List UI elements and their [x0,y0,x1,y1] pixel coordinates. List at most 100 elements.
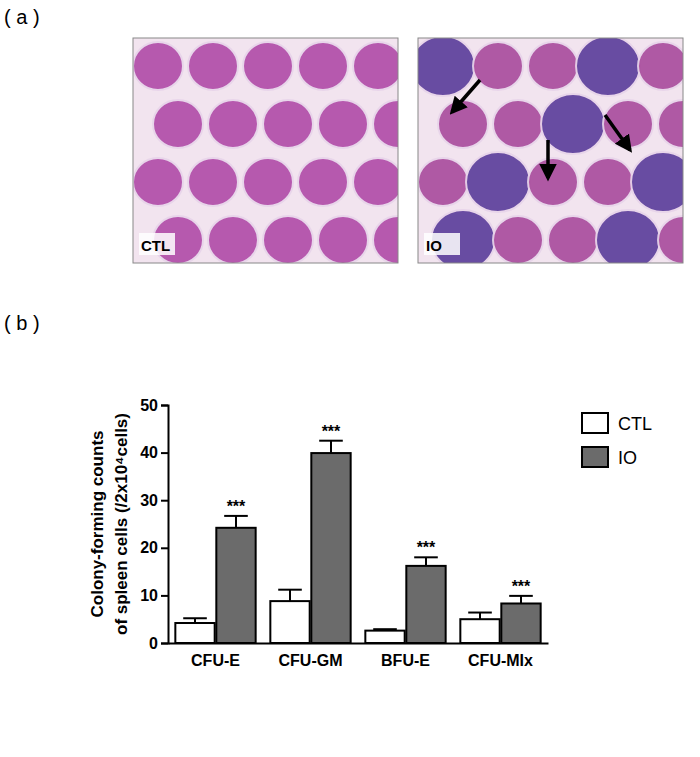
significance: *** [512,578,531,595]
y-tick: 30 [140,492,168,509]
error-bar-cap [509,595,533,597]
cell [353,42,398,90]
cell [466,152,530,212]
y-tick-mark [161,547,168,549]
figure: ( a )CTLIO( b )************01020304050CF… [0,0,700,757]
bar [311,453,350,643]
error-bar [319,441,343,453]
cell [473,42,523,90]
legend-label: IO [618,448,637,468]
cell [631,152,683,212]
cell [263,216,313,263]
y-tick-label: 50 [140,397,158,414]
micrograph-frame [133,38,398,263]
legend-item: IO [582,447,637,468]
micrograph [418,38,683,263]
error-bar-cap [468,612,492,614]
cell [493,216,543,263]
cell [528,158,578,206]
micrograph [133,38,398,263]
cell [298,42,348,90]
cell [638,42,683,90]
cell [353,158,398,206]
cell [208,100,258,148]
y-axis: 01020304050 [140,397,168,652]
error-bar-cap [278,589,302,591]
x-tick-label: CFU-E [191,652,240,669]
micrograph-label: IO [426,237,442,254]
micrograph-label-bg [139,233,175,255]
cell [658,100,683,148]
y-tick-label: 30 [140,492,158,509]
x-axis-line [169,643,549,645]
y-tick: 40 [140,444,168,461]
cell [153,100,203,148]
cell [493,100,543,148]
error-bar [468,613,492,620]
arrow [605,115,630,150]
cell [373,216,398,263]
legend-item: CTL [582,413,652,434]
error-bar-cap [183,617,207,619]
arrow [452,80,480,112]
cell [243,42,293,90]
error-bar [278,590,302,601]
y-tick: 10 [140,587,168,604]
legend-swatch [582,447,608,467]
bar [365,631,404,643]
cell [596,210,660,263]
cell [541,94,605,154]
significance: *** [322,423,341,440]
error-bar-cap [373,628,397,630]
y-tick-label: 10 [140,587,158,604]
micrograph-label: CTL [141,237,170,254]
bar [270,601,309,643]
significance: *** [227,498,246,515]
error-bar-stem [235,516,237,528]
cell [208,216,258,263]
error-bar [414,557,438,566]
y-tick-mark [161,500,168,502]
cell [548,216,598,263]
cell [528,42,578,90]
error-bar-cap [319,440,343,442]
y-tick-label: 40 [140,444,158,461]
cell [576,38,640,96]
y-tick-label: 20 [140,539,158,556]
legend: CTL IO [582,413,652,468]
error-bar-stem [520,596,522,604]
legend-swatch [582,413,608,433]
bar [406,566,445,643]
cell [318,216,368,263]
micrograph-frame [418,38,683,263]
arrow [546,140,550,178]
cell [418,158,468,206]
x-tick: BFU-E [381,643,430,669]
error-bar-stem [289,590,291,601]
y-axis-line [161,406,169,644]
significance: *** [417,539,436,556]
cell [243,158,293,206]
error-bar-cap [224,515,248,517]
x-axis: CFU-E CFU-GM BFU-E CFU-MIx [169,643,549,669]
x-tick: CFU-E [191,643,240,669]
y-tick: 50 [140,397,168,414]
error-bar [373,629,397,630]
x-tick-label: CFU-GM [279,652,343,669]
error-bar-stem [425,557,427,566]
bar [501,603,540,643]
micrograph-label-bg [424,233,460,255]
y-tick-mark [161,643,168,645]
cell [298,158,348,206]
cell [318,100,368,148]
error-bar-stem [330,441,332,453]
cell [188,158,238,206]
x-tick: CFU-MIx [468,643,533,669]
y-tick-mark [161,595,168,597]
x-tick: CFU-GM [279,643,343,669]
cell [133,42,183,90]
y-tick: 20 [140,539,168,556]
cell [438,100,488,148]
error-bar [183,618,207,623]
cell [188,42,238,90]
